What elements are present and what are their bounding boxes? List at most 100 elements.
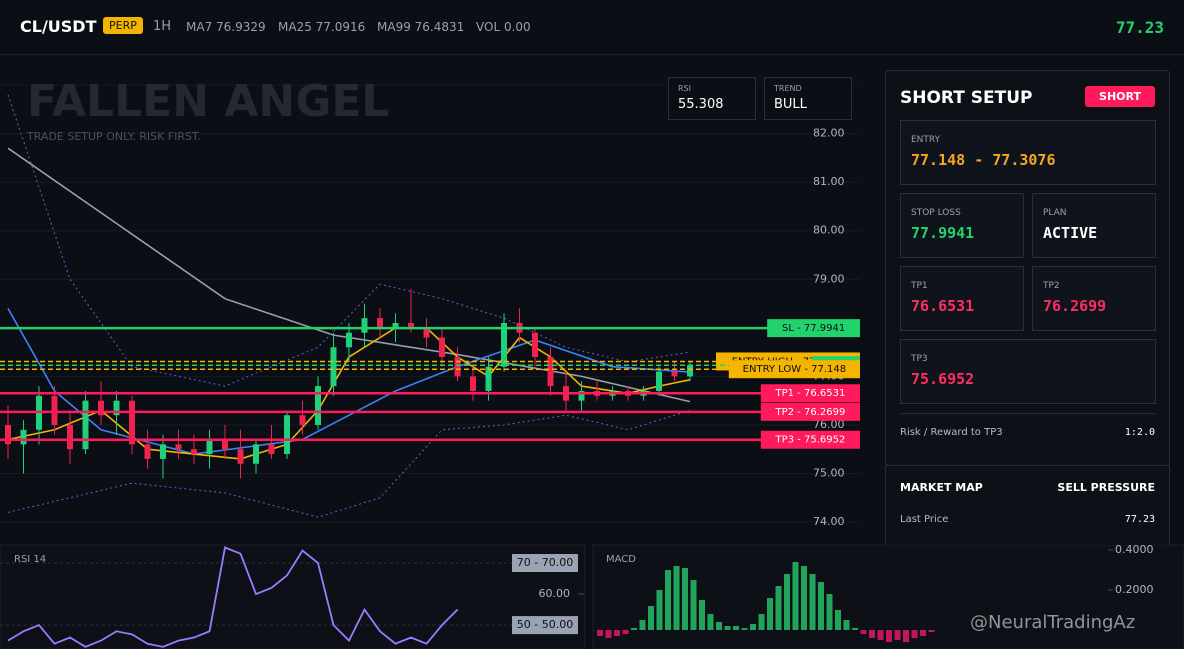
candle-body: [299, 415, 306, 425]
candle-body: [222, 439, 228, 450]
macd-bar: [911, 630, 918, 638]
timeframe[interactable]: 1H: [153, 19, 172, 34]
entry-card: ENTRY 77.148 - 77.3076: [900, 120, 1156, 185]
macd-bar: [605, 630, 612, 638]
macd-bar: [920, 630, 926, 636]
y-tick-label: 82.00: [813, 127, 845, 140]
y-tick-label: 75.00: [813, 466, 845, 479]
candle-body: [532, 332, 538, 357]
candle-body: [377, 318, 383, 328]
rsi-level-box: [512, 554, 578, 573]
y-tick-label: 74.00: [813, 515, 845, 528]
candle-body: [501, 322, 507, 367]
market-map-title: MARKET MAP: [900, 481, 983, 494]
level-label: TP3 - 75.6952: [774, 435, 845, 446]
tp3-label: TP3: [911, 354, 928, 364]
macd-bar: [869, 630, 875, 638]
macd-tick-label: 0.2000: [1115, 583, 1154, 596]
candle-body: [687, 365, 693, 377]
macd-bar: [690, 580, 697, 630]
level-label: SL - 77.9941: [782, 323, 845, 334]
ma-line: [7, 409, 691, 518]
level-box: [760, 384, 860, 403]
macd-bar: [639, 620, 646, 630]
candle-body: [454, 356, 461, 377]
short-badge[interactable]: SHORT: [1085, 86, 1155, 107]
candle-body: [346, 332, 352, 348]
macd-bar: [682, 568, 688, 630]
macd-bar: [886, 630, 892, 642]
rsi-value: 55.308: [678, 97, 724, 112]
macd-bar: [767, 598, 773, 630]
risk-label: Risk / Reward to TP3: [900, 427, 1003, 438]
candle-body: [237, 449, 244, 464]
candle-body: [423, 327, 430, 338]
ma99: MA99 76.4831: [377, 20, 465, 34]
market-status: SELL PRESSURE: [1057, 481, 1155, 494]
macd-bar: [631, 628, 637, 630]
level-label: ENTRY LOW - 77.148: [743, 364, 846, 375]
macd-bar: [843, 620, 850, 630]
macd-bar: [665, 570, 671, 630]
candle-body: [175, 444, 182, 450]
vol: VOL 0.00: [476, 20, 531, 34]
watermark-subtitle: TRADE SETUP ONLY. RISK FIRST.: [27, 130, 201, 143]
macd-bar: [597, 630, 603, 636]
ma-line: [7, 308, 691, 455]
rsi-level-label: 70 - 70.00: [517, 556, 573, 569]
rsi-level-box: [512, 616, 578, 635]
macd-bar: [928, 630, 935, 632]
macd-bar: [784, 574, 790, 630]
macd-bar: [673, 566, 680, 630]
ma-line: [7, 94, 691, 387]
candle-body: [268, 444, 275, 455]
macd-bar: [707, 614, 714, 630]
rsi-title: RSI 14: [14, 554, 46, 565]
symbol[interactable]: CL/USDT: [20, 17, 97, 36]
macd-bar: [733, 626, 739, 630]
candle-body: [253, 444, 259, 464]
tp1-label: TP1: [911, 281, 928, 291]
y-tick-label: 76.00: [813, 418, 845, 431]
candle-body: [485, 366, 492, 391]
entry-value: 77.148 - 77.3076: [911, 151, 1056, 169]
macd-bar: [792, 562, 799, 630]
trend-value: BULL: [774, 97, 807, 112]
sl-value: 77.9941: [911, 224, 975, 242]
badge: PERP: [103, 17, 143, 34]
macd-bar: [758, 614, 765, 630]
watermark-title: FALLEN ANGEL: [27, 76, 390, 127]
macd-bar: [724, 626, 731, 630]
candle-body: [82, 400, 89, 450]
candle-body: [656, 371, 662, 391]
candle-body: [284, 415, 290, 455]
entry-label: ENTRY: [911, 135, 941, 145]
candle-body: [547, 356, 554, 387]
candle-body: [315, 386, 321, 425]
candle-body: [361, 318, 368, 333]
plan-value: ACTIVE: [1043, 224, 1098, 242]
macd-bar: [801, 566, 807, 630]
macd-bar: [750, 624, 756, 630]
macd-bar: [860, 630, 867, 634]
macd-bar: [741, 628, 748, 630]
tp2-value: 76.2699: [1043, 297, 1107, 315]
candle-body: [51, 395, 58, 425]
macd-title: MACD: [606, 554, 636, 565]
tp2-card: TP2 76.2699: [1032, 266, 1156, 331]
macd-bar: [826, 594, 833, 630]
macd-bar: [809, 574, 816, 630]
rsi-level-label: 50 - 50.00: [517, 618, 573, 631]
candle-body: [191, 449, 197, 455]
macd-bar: [716, 622, 722, 630]
candle-body: [5, 424, 11, 445]
macd-bar: [656, 590, 663, 630]
plan-card: PLAN ACTIVE: [1032, 193, 1156, 258]
macd-bar: [775, 586, 782, 630]
macd-bar: [699, 600, 705, 630]
trend-box: TREND BULL: [764, 77, 852, 120]
candle-body: [439, 337, 445, 357]
last-price: 77.23: [1115, 18, 1164, 37]
tp3-value: 75.6952: [911, 370, 975, 388]
